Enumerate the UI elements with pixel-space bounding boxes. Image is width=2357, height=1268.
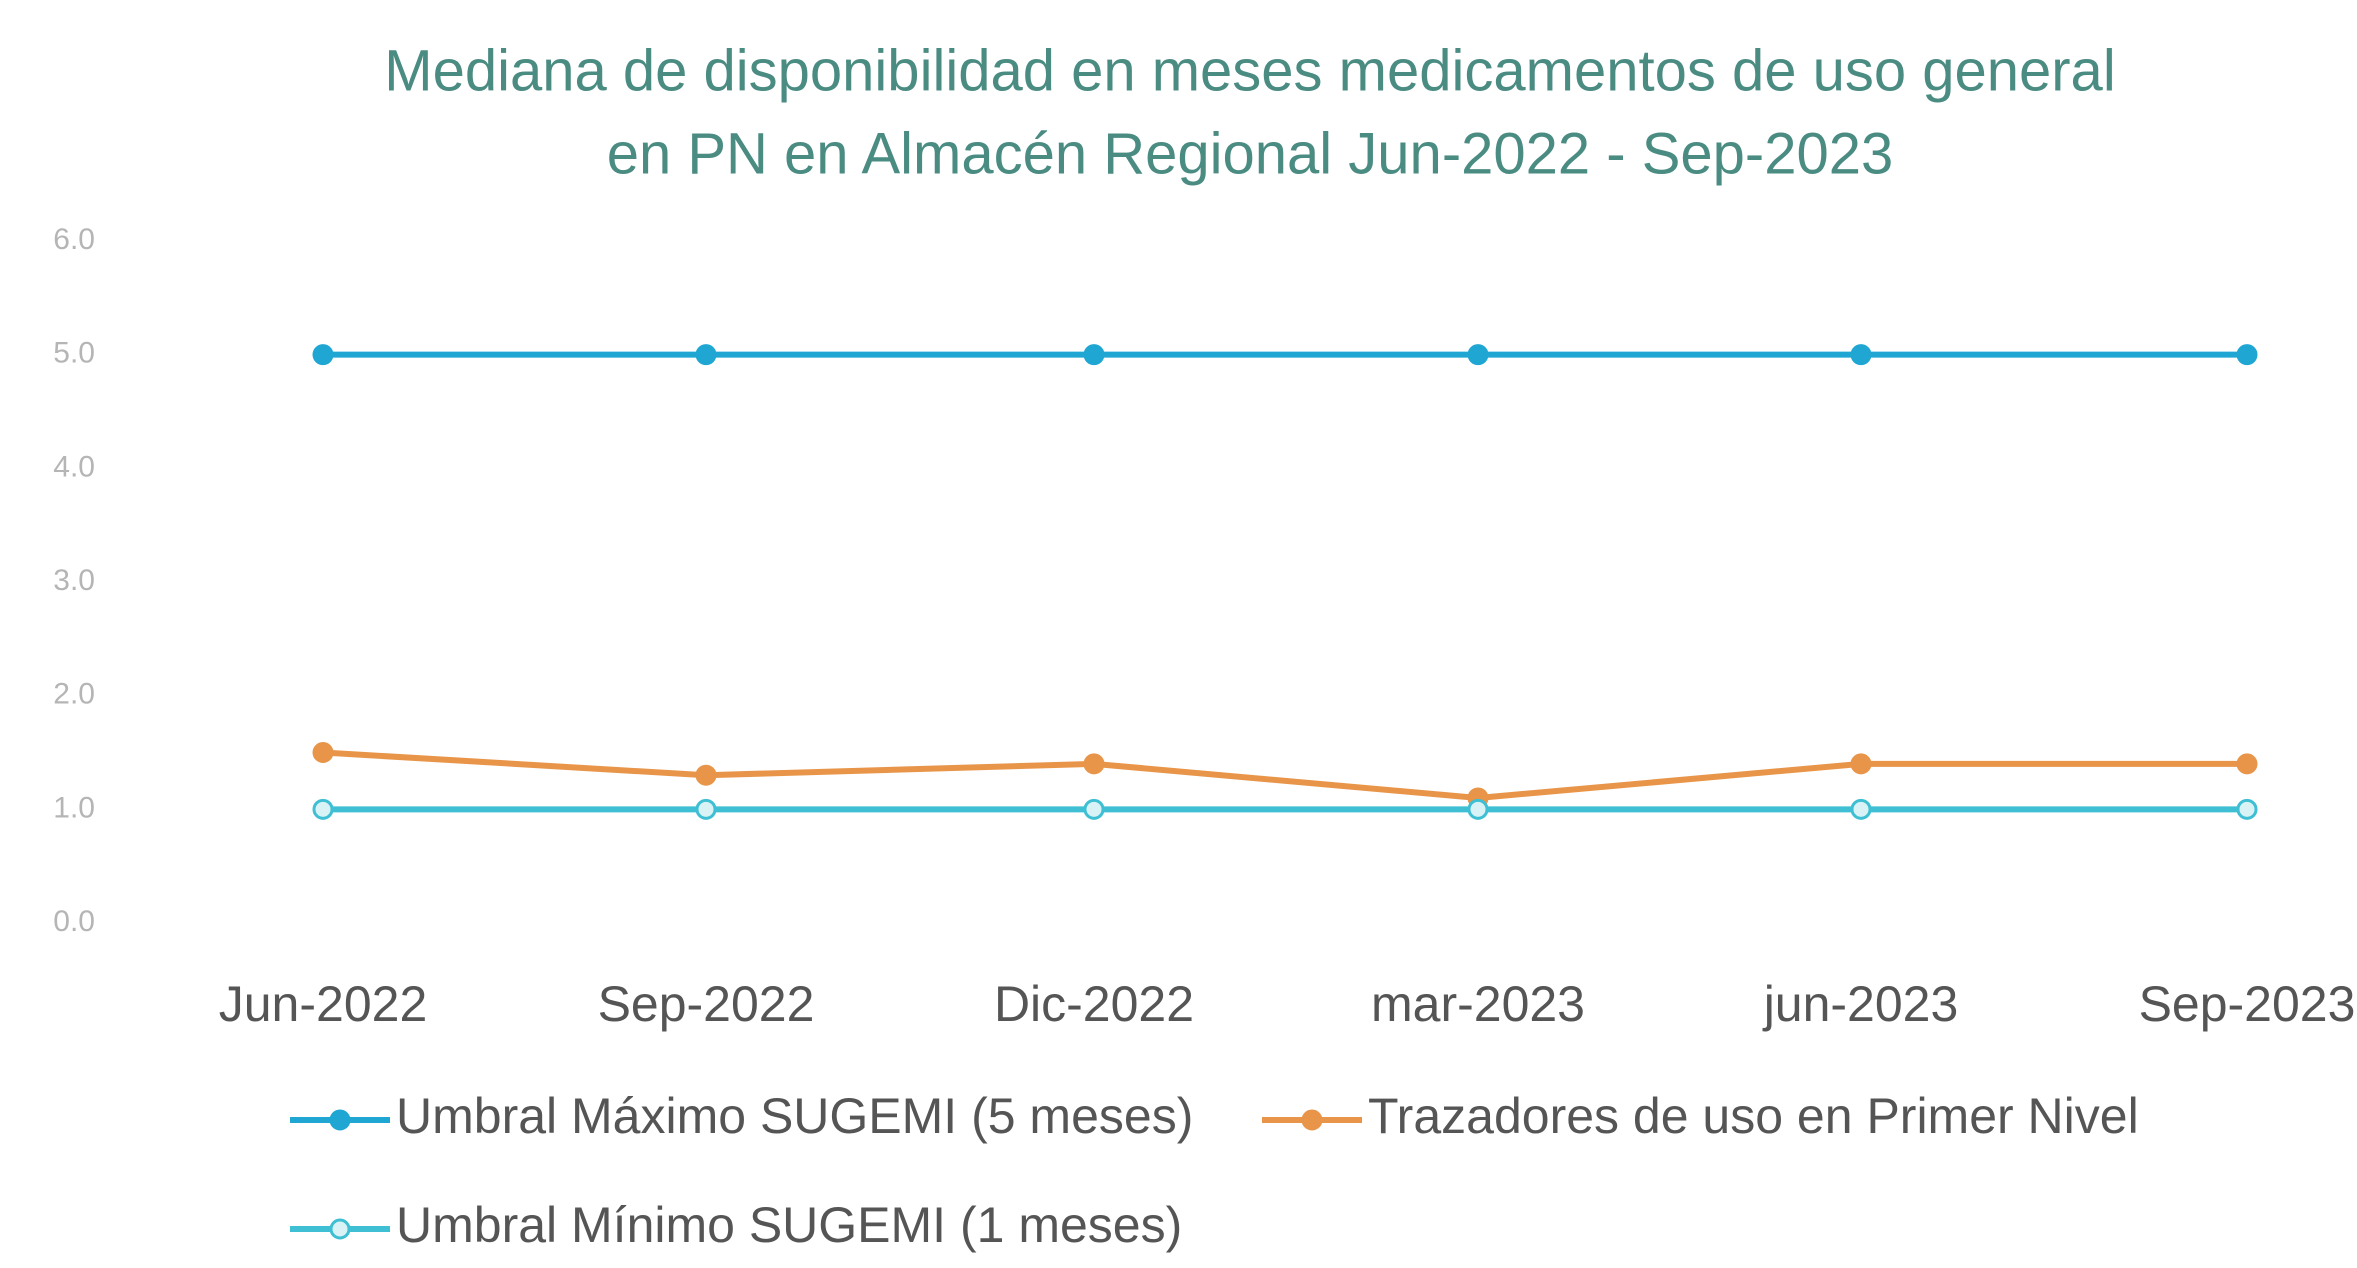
y-tick-label: 6.0: [53, 223, 95, 256]
legend-label: Trazadores de uso en Primer Nivel: [1368, 1088, 2139, 1144]
data-point: [2236, 798, 2258, 820]
legend-marker: [1301, 1109, 1323, 1131]
x-tick-label: Dic-2022: [994, 976, 1194, 1032]
y-tick-label: 0.0: [53, 905, 95, 938]
y-tick-label: 1.0: [53, 791, 95, 824]
legend-label: Umbral Mínimo SUGEMI (1 meses): [396, 1197, 1182, 1253]
data-point: [2236, 753, 2258, 775]
data-point: [1083, 344, 1105, 366]
data-point: [2236, 344, 2258, 366]
data-point: [695, 764, 717, 786]
data-point: [312, 344, 334, 366]
x-tick-label: Sep-2022: [598, 976, 815, 1032]
data-point: [1850, 753, 1872, 775]
data-point: [695, 344, 717, 366]
legend-marker: [329, 1109, 351, 1131]
y-tick-label: 5.0: [53, 337, 95, 370]
series-line: [322, 749, 2247, 801]
data-point: [312, 742, 334, 763]
data-point: [1083, 798, 1105, 820]
y-tick-label: 3.0: [53, 564, 95, 597]
x-tick-label: Sep-2023: [2139, 976, 2356, 1032]
data-point: [1467, 344, 1489, 366]
x-tick-label: mar-2023: [1371, 976, 1585, 1032]
y-tick-label: 2.0: [53, 678, 95, 711]
data-point: [1083, 753, 1105, 775]
data-point: [695, 798, 717, 820]
legend-label: Umbral Máximo SUGEMI (5 meses): [396, 1088, 1193, 1144]
data-point: [312, 798, 334, 820]
legend-marker: [329, 1218, 351, 1240]
data-point: [1850, 798, 1872, 820]
data-point: [1467, 798, 1489, 820]
x-tick-label: jun-2023: [1762, 976, 1959, 1032]
x-tick-label: Jun-2022: [219, 976, 428, 1032]
chart-title: en PN en Almacén Regional Jun-2022 - Sep…: [607, 121, 1894, 186]
data-point: [1850, 344, 1872, 366]
chart-title: Mediana de disponibilidad en meses medic…: [384, 38, 2115, 103]
y-tick-label: 4.0: [53, 450, 95, 483]
